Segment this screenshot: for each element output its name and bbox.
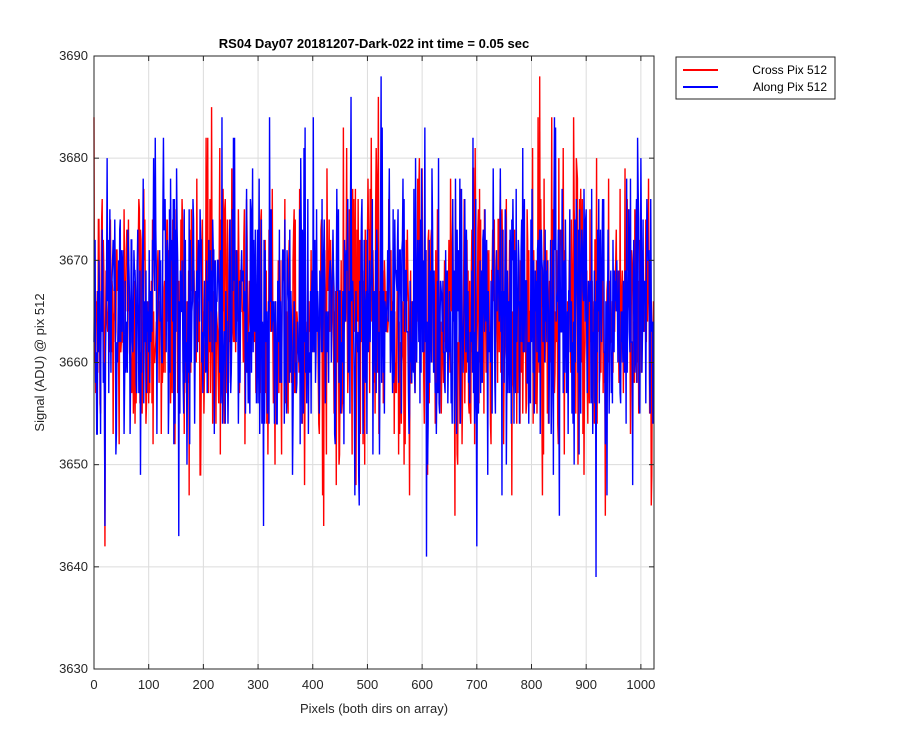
series-layer — [93, 76, 655, 578]
legend-box — [675, 56, 836, 100]
chart-title: RS04 Day07 20181207-Dark-022 int time = … — [219, 36, 529, 51]
x-tick-label: 300 — [247, 677, 269, 692]
x-tick-label: 0 — [90, 677, 97, 692]
x-tick-label: 500 — [357, 677, 379, 692]
series-line-along — [93, 76, 655, 578]
y-tick-label: 3650 — [59, 457, 88, 472]
x-tick-label: 200 — [193, 677, 215, 692]
y-tick-label: 3680 — [59, 150, 88, 165]
y-tick-label: 3640 — [59, 559, 88, 574]
y-tick-label: 3690 — [59, 48, 88, 63]
y-tick-label: 3660 — [59, 355, 88, 370]
x-axis-label: Pixels (both dirs on array) — [300, 701, 448, 716]
x-tick-label: 100 — [138, 677, 160, 692]
ticks: 0 100 200 300 400 500 600 700 800 900 1000 3630 3640… — [59, 48, 655, 692]
x-tick-label: 400 — [302, 677, 324, 692]
y-axis-label: Signal (ADU) @ pix 512 — [32, 293, 47, 431]
x-tick-label: 700 — [466, 677, 488, 692]
legend: Cross Pix 512 Along Pix 512 — [675, 56, 836, 100]
legend-entry: Along Pix 512 — [753, 80, 827, 94]
y-tick-label: 3670 — [59, 252, 88, 267]
x-tick-label: 900 — [575, 677, 597, 692]
legend-entry: Cross Pix 512 — [752, 63, 827, 77]
y-tick-label: 3630 — [59, 661, 88, 676]
x-tick-label: 800 — [521, 677, 543, 692]
x-tick-label: 1000 — [626, 677, 655, 692]
x-tick-label: 600 — [411, 677, 433, 692]
